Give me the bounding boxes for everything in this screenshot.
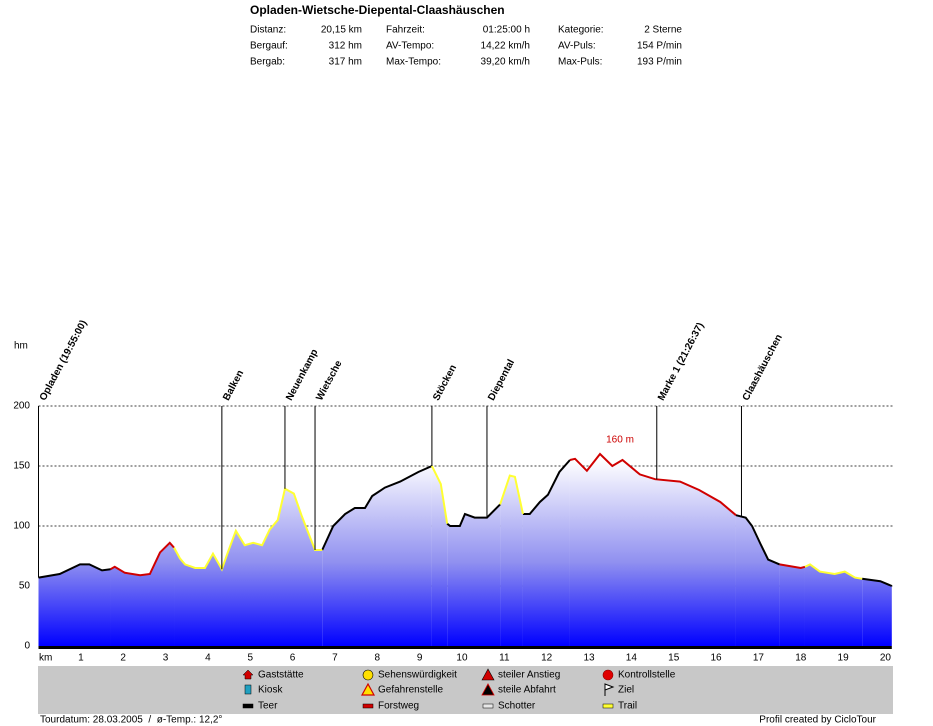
stat-label: Max-Puls: [558,57,602,68]
peak-annotation: 160 m [606,435,634,446]
legend-panel [38,666,893,714]
legend-swatch [362,703,374,709]
x-tick-label: 17 [753,653,765,664]
footer-left: Tourdatum: 28.03.2005 / ø-Temp.: 12,2° [40,715,222,726]
surface-line [38,459,893,587]
stat-value: 20,15 km [321,25,362,36]
legend-icon [481,683,495,696]
legend-label: steile Abfahrt [498,685,556,696]
stat-value: 14,22 km/h [481,41,530,52]
stats: Distanz: 20,15 km Fahrzeit: 01:25:00 h Kateg… [250,25,682,68]
legend-swatch [602,703,614,709]
waypoint-label: Opladen (19:55:00) [38,318,90,402]
stat-label: Kategorie: [558,25,604,36]
y-axis-label: hm [14,341,28,352]
legend-icon [481,668,495,681]
stat-label: Bergauf: [250,41,288,52]
y-tick-label: 200 [13,401,30,412]
legend-label: Gefahrenstelle [378,685,443,696]
x-tick-label: 12 [541,653,553,664]
legend-icon [242,669,254,680]
elevation-area [174,466,863,646]
x-tick-label: 5 [247,653,253,664]
x-tick-label: 9 [417,653,423,664]
stat-value: 193 P/min [637,57,682,68]
x-tick-label: 8 [374,653,380,664]
waypoint-label: Marke 1 (21:26:37) [656,321,706,403]
waypoint-label: Stöcken [431,363,459,403]
waypoint-label: Wietsche [314,358,344,402]
x-tick-label: 20 [880,653,892,664]
stat-label: Bergab: [250,57,285,68]
legend-label: Kontrollstelle [618,670,676,681]
elevation-area [110,454,805,646]
x-tick-label: 13 [583,653,595,664]
legend-icon [362,669,374,681]
legend-icon [360,682,376,696]
surface-line [109,452,806,577]
stat-label: Fahrzeit: [386,25,425,36]
stat-label: AV-Tempo: [386,41,434,52]
legend-label: Schotter [498,701,536,712]
legend-icon [602,669,614,681]
legend-label: Teer [258,701,278,712]
stat-value: 01:25:00 h [483,25,530,36]
legend-label: Ziel [618,685,634,696]
x-tick-label: 16 [710,653,722,664]
y-tick-label: 100 [13,521,30,532]
waypoint-label: Balken [221,369,246,403]
x-tick-label: 19 [838,653,850,664]
x-tick-label: 10 [456,653,468,664]
x-tick-label: 3 [163,653,169,664]
x-tick-label: 15 [668,653,680,664]
elevation-area [38,460,892,646]
x-tick-label: 6 [290,653,296,664]
x-tick-label: 11 [499,653,510,664]
legend-icon [604,683,615,696]
stat-value: 2 Sterne [644,25,682,36]
x-tick-label: 18 [795,653,807,664]
legend-icon [244,684,252,695]
legend-label: Kiosk [258,685,283,696]
legend-swatch [482,703,494,709]
y-tick-label: 150 [13,461,30,472]
stat-value: 154 P/min [637,41,682,52]
waypoint-label: Diepental [486,358,517,403]
legend-label: Trail [618,701,637,712]
surface-line [173,465,863,580]
x-tick-label: 14 [626,653,638,664]
x-tick-label: 1 [78,653,84,664]
title: Opladen-Wietsche-Diepental-Claashäuschen [250,3,505,17]
y-tick-label: 50 [19,581,31,592]
stat-value: 312 hm [329,41,362,52]
footer-right: Profil created by CicloTour [759,715,876,726]
x-axis-bar [38,646,892,649]
legend-label: Forstweg [378,701,419,712]
x-tick-label: 2 [120,653,126,664]
x-tick-label: 4 [205,653,211,664]
legend-swatch [242,703,254,709]
stat-label: Max-Tempo: [386,57,441,68]
legend-label: Gaststätte [258,670,304,681]
waypoint-label: Claashäuschen [741,333,785,403]
x-tick-label: 7 [332,653,338,664]
legend-label: Sehenswürdigkeit [378,670,457,681]
legend-label: steiler Anstieg [498,670,560,681]
stat-label: Distanz: [250,25,286,36]
x-axis-label: km [39,653,52,664]
stat-value: 39,20 km/h [481,57,530,68]
stat-value: 317 hm [329,57,362,68]
y-tick-label: 0 [24,641,30,652]
stat-label: AV-Puls: [558,41,596,52]
